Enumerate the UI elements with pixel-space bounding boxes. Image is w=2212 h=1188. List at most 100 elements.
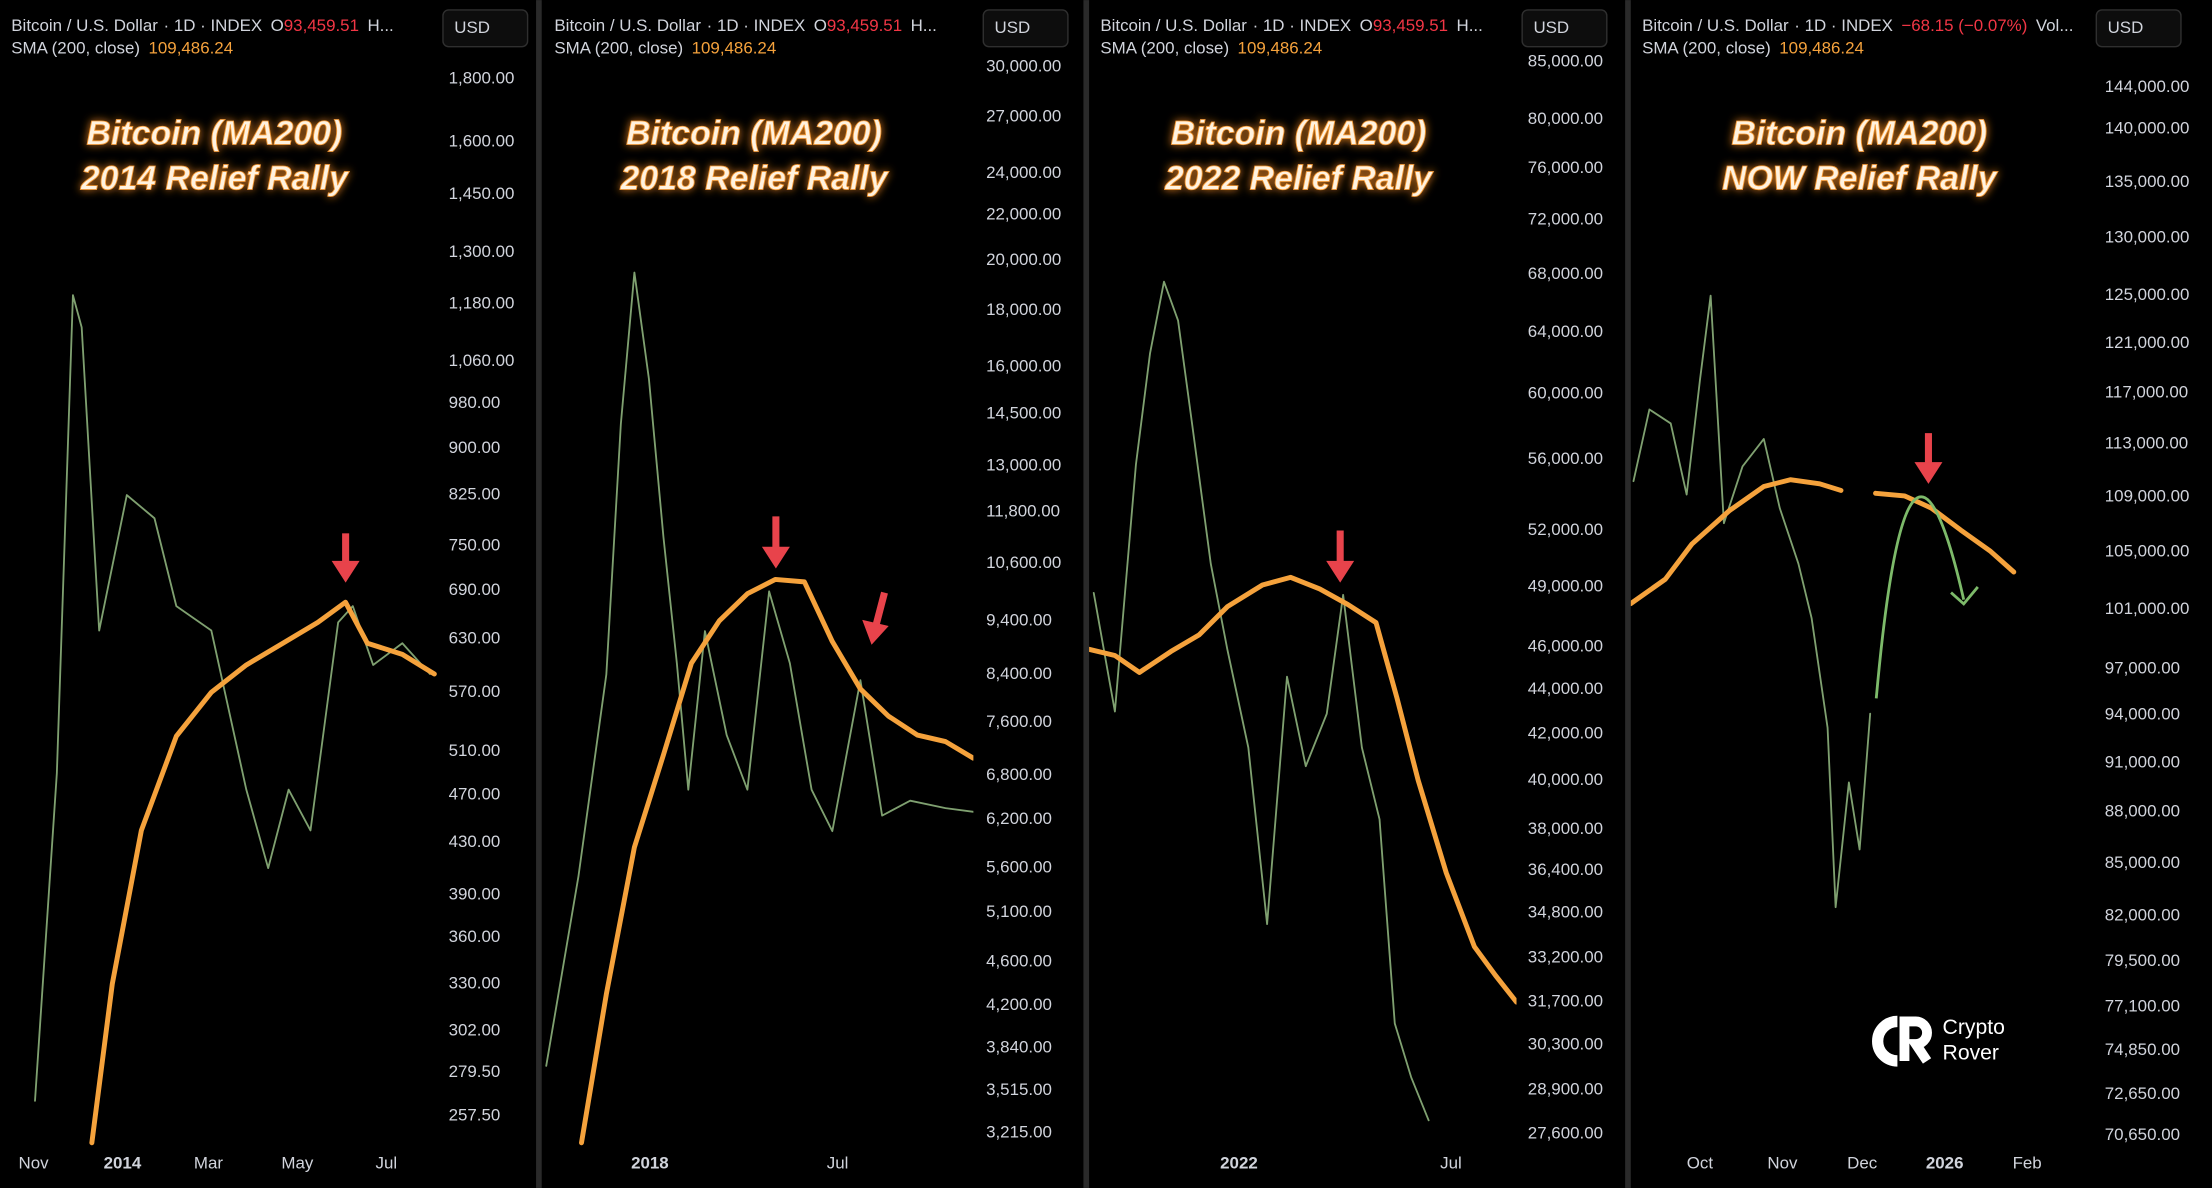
y-tick-label: 630.00: [449, 628, 501, 647]
x-tick-label: Dec: [1847, 1153, 1877, 1172]
currency-box: [442, 9, 529, 48]
annotations: [331, 433, 1943, 645]
quote-value: −68.15 (−0.07%): [1901, 16, 2027, 35]
y-tick-label: 11,800.00: [986, 502, 1060, 521]
series-line: [1632, 294, 1872, 909]
indicator-header: SMA (200, close) 109,486.24: [554, 39, 776, 58]
y-tick-label: 20,000.00: [986, 250, 1061, 269]
y-tick-label: 52,000.00: [1528, 520, 1603, 539]
y-tick-label: 70,650.00: [2105, 1125, 2180, 1144]
y-tick-label: 257.50: [449, 1106, 501, 1125]
y-tick-label: 121,000.00: [2105, 333, 2190, 352]
interval-info: · 1D · INDEX: [164, 16, 263, 35]
y-tick-label: 34,800.00: [1528, 903, 1603, 922]
currency-box: [982, 9, 1069, 48]
quote-value: 93,459.51: [827, 16, 902, 35]
x-tick-label: Jul: [1440, 1153, 1462, 1172]
y-tick-label: 360.00: [449, 927, 501, 946]
more: H...: [1457, 16, 1483, 35]
chart-title: Bitcoin (MA200): [1171, 114, 1427, 152]
more: H...: [911, 16, 937, 35]
y-tick-label: 31,700.00: [1528, 992, 1603, 1011]
symbol-name: Bitcoin / U.S. Dollar: [554, 16, 701, 35]
indicator-value: 109,486.24: [1238, 39, 1323, 58]
y-tick-label: 36,400.00: [1528, 860, 1603, 879]
red-arrow: [1326, 530, 1355, 583]
y-tick-label: 7,600.00: [986, 712, 1052, 731]
y-tick-label: 980.00: [449, 393, 501, 412]
y-tick-label: 3,840.00: [986, 1038, 1052, 1057]
y-tick-label: 42,000.00: [1528, 723, 1603, 742]
red-arrow: [331, 533, 360, 583]
symbol-name: Bitcoin / U.S. Dollar: [1100, 16, 1247, 35]
y-tick-label: 27,000.00: [986, 107, 1061, 126]
currency-box: [2095, 9, 2182, 48]
series-line: [89, 599, 437, 1146]
x-tick-label: 2022: [1220, 1153, 1258, 1172]
currency: USD: [454, 18, 490, 37]
y-tick-label: 750.00: [449, 535, 501, 554]
y-tick-label: 77,100.00: [2105, 996, 2180, 1015]
y-tick-label: 3,515.00: [986, 1080, 1052, 1099]
y-tick-label: 74,850.00: [2105, 1040, 2180, 1059]
series-line: [34, 294, 431, 1102]
y-tick-label: 5,600.00: [986, 858, 1052, 877]
symbol-header: Bitcoin / U.S. Dollar · 1D · INDEX −68.15 …: [1642, 16, 2073, 35]
y-tick-label: 109,000.00: [2105, 487, 2190, 506]
y-tick-label: 82,000.00: [2105, 906, 2180, 925]
y-tick-label: 56,000.00: [1528, 449, 1603, 468]
y-tick-label: 125,000.00: [2105, 285, 2190, 304]
y-tick-label: 18,000.00: [986, 300, 1061, 319]
y-tick-label: 690.00: [449, 580, 501, 599]
y-tick-label: 30,000.00: [986, 56, 1061, 75]
y-tick-label: 85,000.00: [1528, 51, 1603, 70]
y-tick-label: 1,450.00: [449, 184, 515, 203]
panel: [545, 271, 974, 1146]
y-tick-label: 79,500.00: [2105, 951, 2180, 970]
y-tick-label: 30,300.00: [1528, 1035, 1603, 1054]
chart-subtitle: 2014 Relief Rally: [80, 160, 350, 198]
series-line: [579, 577, 974, 1146]
y-tick-label: 144,000.00: [2105, 77, 2190, 96]
x-tick-label: Jul: [827, 1153, 849, 1172]
y-tick-label: 6,200.00: [986, 809, 1052, 828]
y-tick-label: 22,000.00: [986, 204, 1061, 223]
more: Vol...: [2036, 16, 2074, 35]
y-tick-label: 60,000.00: [1528, 383, 1603, 402]
y-tick-label: 88,000.00: [2105, 802, 2180, 821]
y-tick-label: 80,000.00: [1528, 109, 1603, 128]
y-tick-label: 101,000.00: [2105, 599, 2190, 618]
x-tick-label: Nov: [18, 1153, 49, 1172]
y-tick-label: 14,500.00: [986, 403, 1061, 422]
x-tick-label: Feb: [2013, 1153, 2042, 1172]
y-tick-label: 302.00: [449, 1021, 501, 1040]
panel-divider: [1083, 0, 1090, 1188]
y-tick-label: 8,400.00: [986, 664, 1052, 683]
interval-info: · 1D · INDEX: [1253, 16, 1352, 35]
x-tick-label: Oct: [1687, 1153, 1714, 1172]
symbol-header: Bitcoin / U.S. Dollar · 1D · INDEX O93,459…: [11, 16, 393, 35]
y-tick-label: 135,000.00: [2105, 172, 2190, 191]
y-tick-label: 40,000.00: [1528, 770, 1603, 789]
chart-title: Bitcoin (MA200): [1731, 114, 1987, 152]
interval-info: · 1D · INDEX: [1794, 16, 1893, 35]
y-tick-label: 94,000.00: [2105, 705, 2180, 724]
y-tick-label: 1,060.00: [449, 351, 515, 370]
logo: Crypto Rover: [1872, 1015, 2005, 1067]
indicator-name: SMA (200, close): [1642, 39, 1771, 58]
y-tick-label: 68,000.00: [1528, 264, 1603, 283]
marks: 1,800.00 1,600.00 1,450.00 1,300.00 1,180.00…: [11, 9, 2190, 1172]
y-tick-label: 44,000.00: [1528, 679, 1603, 698]
quote-label: O: [271, 16, 284, 35]
x-tick-label: Jul: [375, 1153, 397, 1172]
y-tick-label: 570.00: [449, 682, 501, 701]
y-tick-label: 6,800.00: [986, 765, 1052, 784]
logo-text: Rover: [1943, 1041, 1999, 1064]
y-tick-label: 33,200.00: [1528, 947, 1603, 966]
indicator-name: SMA (200, close): [1100, 39, 1229, 58]
panel: [1630, 294, 2017, 909]
quote-value: 93,459.51: [1373, 16, 1448, 35]
currency: USD: [1533, 18, 1569, 37]
y-tick-label: 1,800.00: [449, 68, 515, 87]
